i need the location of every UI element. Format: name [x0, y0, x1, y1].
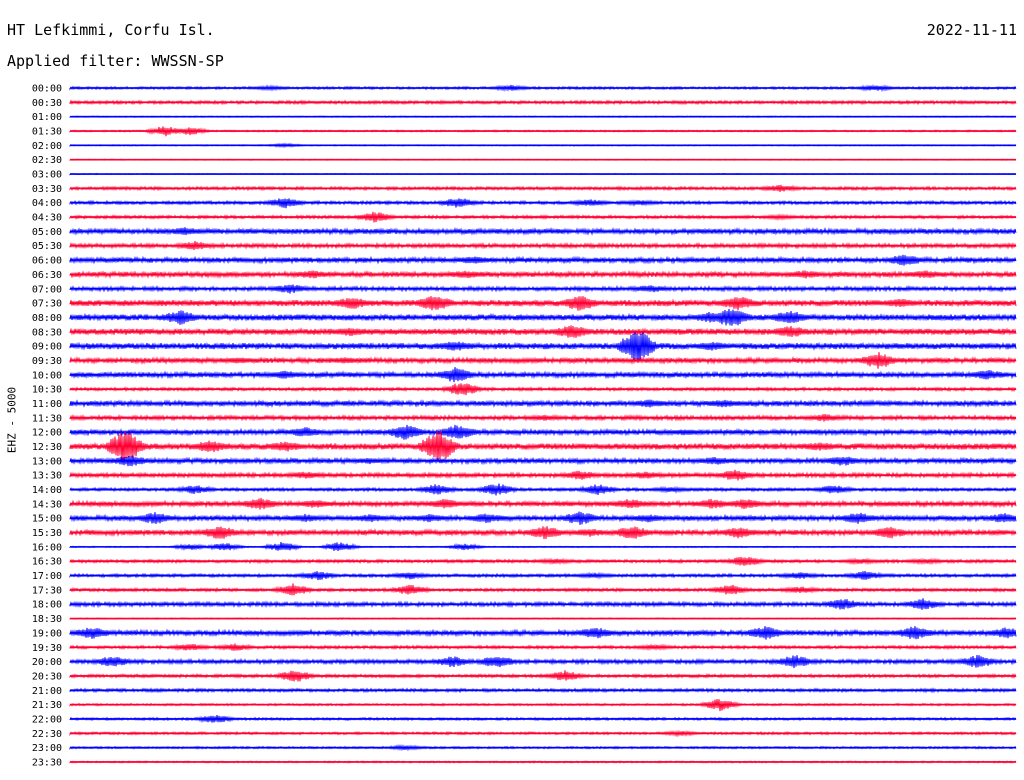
- trace-label: 03:00: [32, 170, 62, 181]
- trace-label: 12:00: [32, 428, 62, 439]
- trace-label: 18:00: [32, 600, 62, 611]
- trace-label: 06:30: [32, 270, 62, 281]
- trace-label: 12:30: [32, 442, 62, 453]
- trace-label: 13:30: [32, 471, 62, 482]
- trace-label: 13:00: [32, 456, 62, 467]
- applied-filter: Applied filter: WWSSN-SP: [7, 52, 224, 70]
- trace-label: 07:30: [32, 299, 62, 310]
- trace-label: 09:30: [32, 356, 62, 367]
- trace-label: 04:30: [32, 213, 62, 224]
- trace-label: 01:30: [32, 127, 62, 138]
- trace-label: 10:00: [32, 370, 62, 381]
- trace-label: 11:00: [32, 399, 62, 410]
- trace-label: 05:30: [32, 241, 62, 252]
- trace-label: 03:30: [32, 184, 62, 195]
- trace-label: 11:30: [32, 413, 62, 424]
- trace-label: 20:00: [32, 657, 62, 668]
- trace-label: 16:00: [32, 542, 62, 553]
- trace-label: 14:30: [32, 499, 62, 510]
- trace-label: 00:00: [32, 84, 62, 95]
- trace-label: 15:30: [32, 528, 62, 539]
- trace-label: 05:00: [32, 227, 62, 238]
- record-date: 2022-11-11: [926, 21, 1017, 39]
- trace-label: 07:00: [32, 284, 62, 295]
- trace-label: 23:30: [32, 757, 62, 768]
- trace-label: 20:30: [32, 671, 62, 682]
- trace-label: 23:00: [32, 743, 62, 754]
- trace-label: 14:00: [32, 485, 62, 496]
- trace-label: 01:00: [32, 112, 62, 123]
- trace-label: 18:30: [32, 614, 62, 625]
- trace-label: 19:00: [32, 628, 62, 639]
- trace-label: 17:00: [32, 571, 62, 582]
- trace-label: 22:30: [32, 729, 62, 740]
- trace-label: 04:00: [32, 198, 62, 209]
- trace-label: 19:30: [32, 643, 62, 654]
- trace-label: 08:00: [32, 313, 62, 324]
- trace-label: 02:30: [32, 155, 62, 166]
- trace-label: 21:30: [32, 700, 62, 711]
- trace-label: 16:30: [32, 557, 62, 568]
- trace-label: 17:30: [32, 585, 62, 596]
- station-title: HT Lefkimmi, Corfu Isl.: [7, 21, 215, 39]
- trace-label: 00:30: [32, 98, 62, 109]
- trace-label: 10:30: [32, 385, 62, 396]
- trace-label: 15:00: [32, 514, 62, 525]
- trace-label: 22:00: [32, 714, 62, 725]
- trace-label: 06:00: [32, 256, 62, 267]
- trace-label: 02:00: [32, 141, 62, 152]
- trace-label: 09:00: [32, 342, 62, 353]
- trace-label: 21:00: [32, 686, 62, 697]
- trace-label: 08:30: [32, 327, 62, 338]
